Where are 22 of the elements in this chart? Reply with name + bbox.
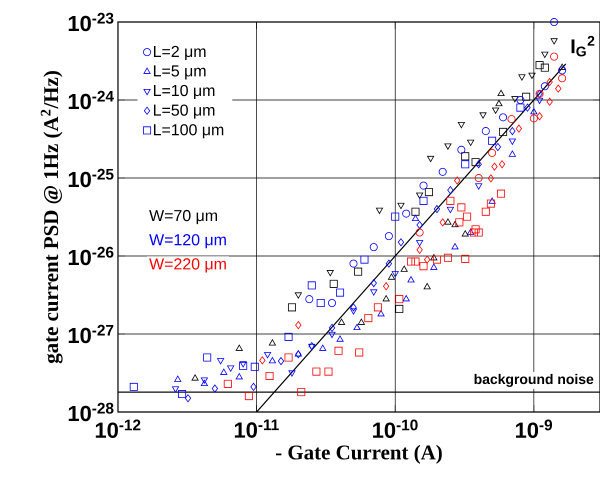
annotation: W=220 μm — [149, 258, 226, 272]
ref-line-label: background noise — [474, 374, 594, 387]
y-tick-label: 10$^{-26}$ — [68, 246, 114, 266]
legend-label: L=100 μm — [154, 124, 224, 138]
x-tick-label: 10$^{-10}$ — [373, 420, 418, 438]
legend-label: L=10 μm — [154, 84, 214, 100]
legend-label: L=2 μm — [154, 46, 206, 60]
y-tick-label: 10$^{-28}$ — [68, 402, 114, 422]
x-tick-label: 10$^{-9}$ — [516, 420, 552, 438]
y-tick-label: 10$^{-23}$ — [68, 12, 114, 32]
legend-label: L=50 μm — [154, 104, 214, 119]
legend-label: L=5 μm — [154, 65, 206, 80]
x-tick-label: 10$^{-11}$ — [234, 420, 279, 438]
annotation: W=70 μm — [149, 210, 217, 224]
annotation: I$_{G}$2 — [572, 36, 594, 56]
y-tick-label: 10$^{-25}$ — [68, 168, 114, 188]
y-tick-label: 10$^{-27}$ — [68, 324, 114, 344]
x-axis-title: - Gate Current (A) — [276, 444, 442, 464]
y-axis-title: gate current PSD @ 1Hz (A$^{2}$/Hz) — [40, 71, 63, 364]
x-tick-label: 10$^{-12}$ — [96, 420, 140, 438]
annotation: W=120 μm — [149, 234, 226, 248]
y-tick-label: 10$^{-24}$ — [68, 90, 114, 110]
